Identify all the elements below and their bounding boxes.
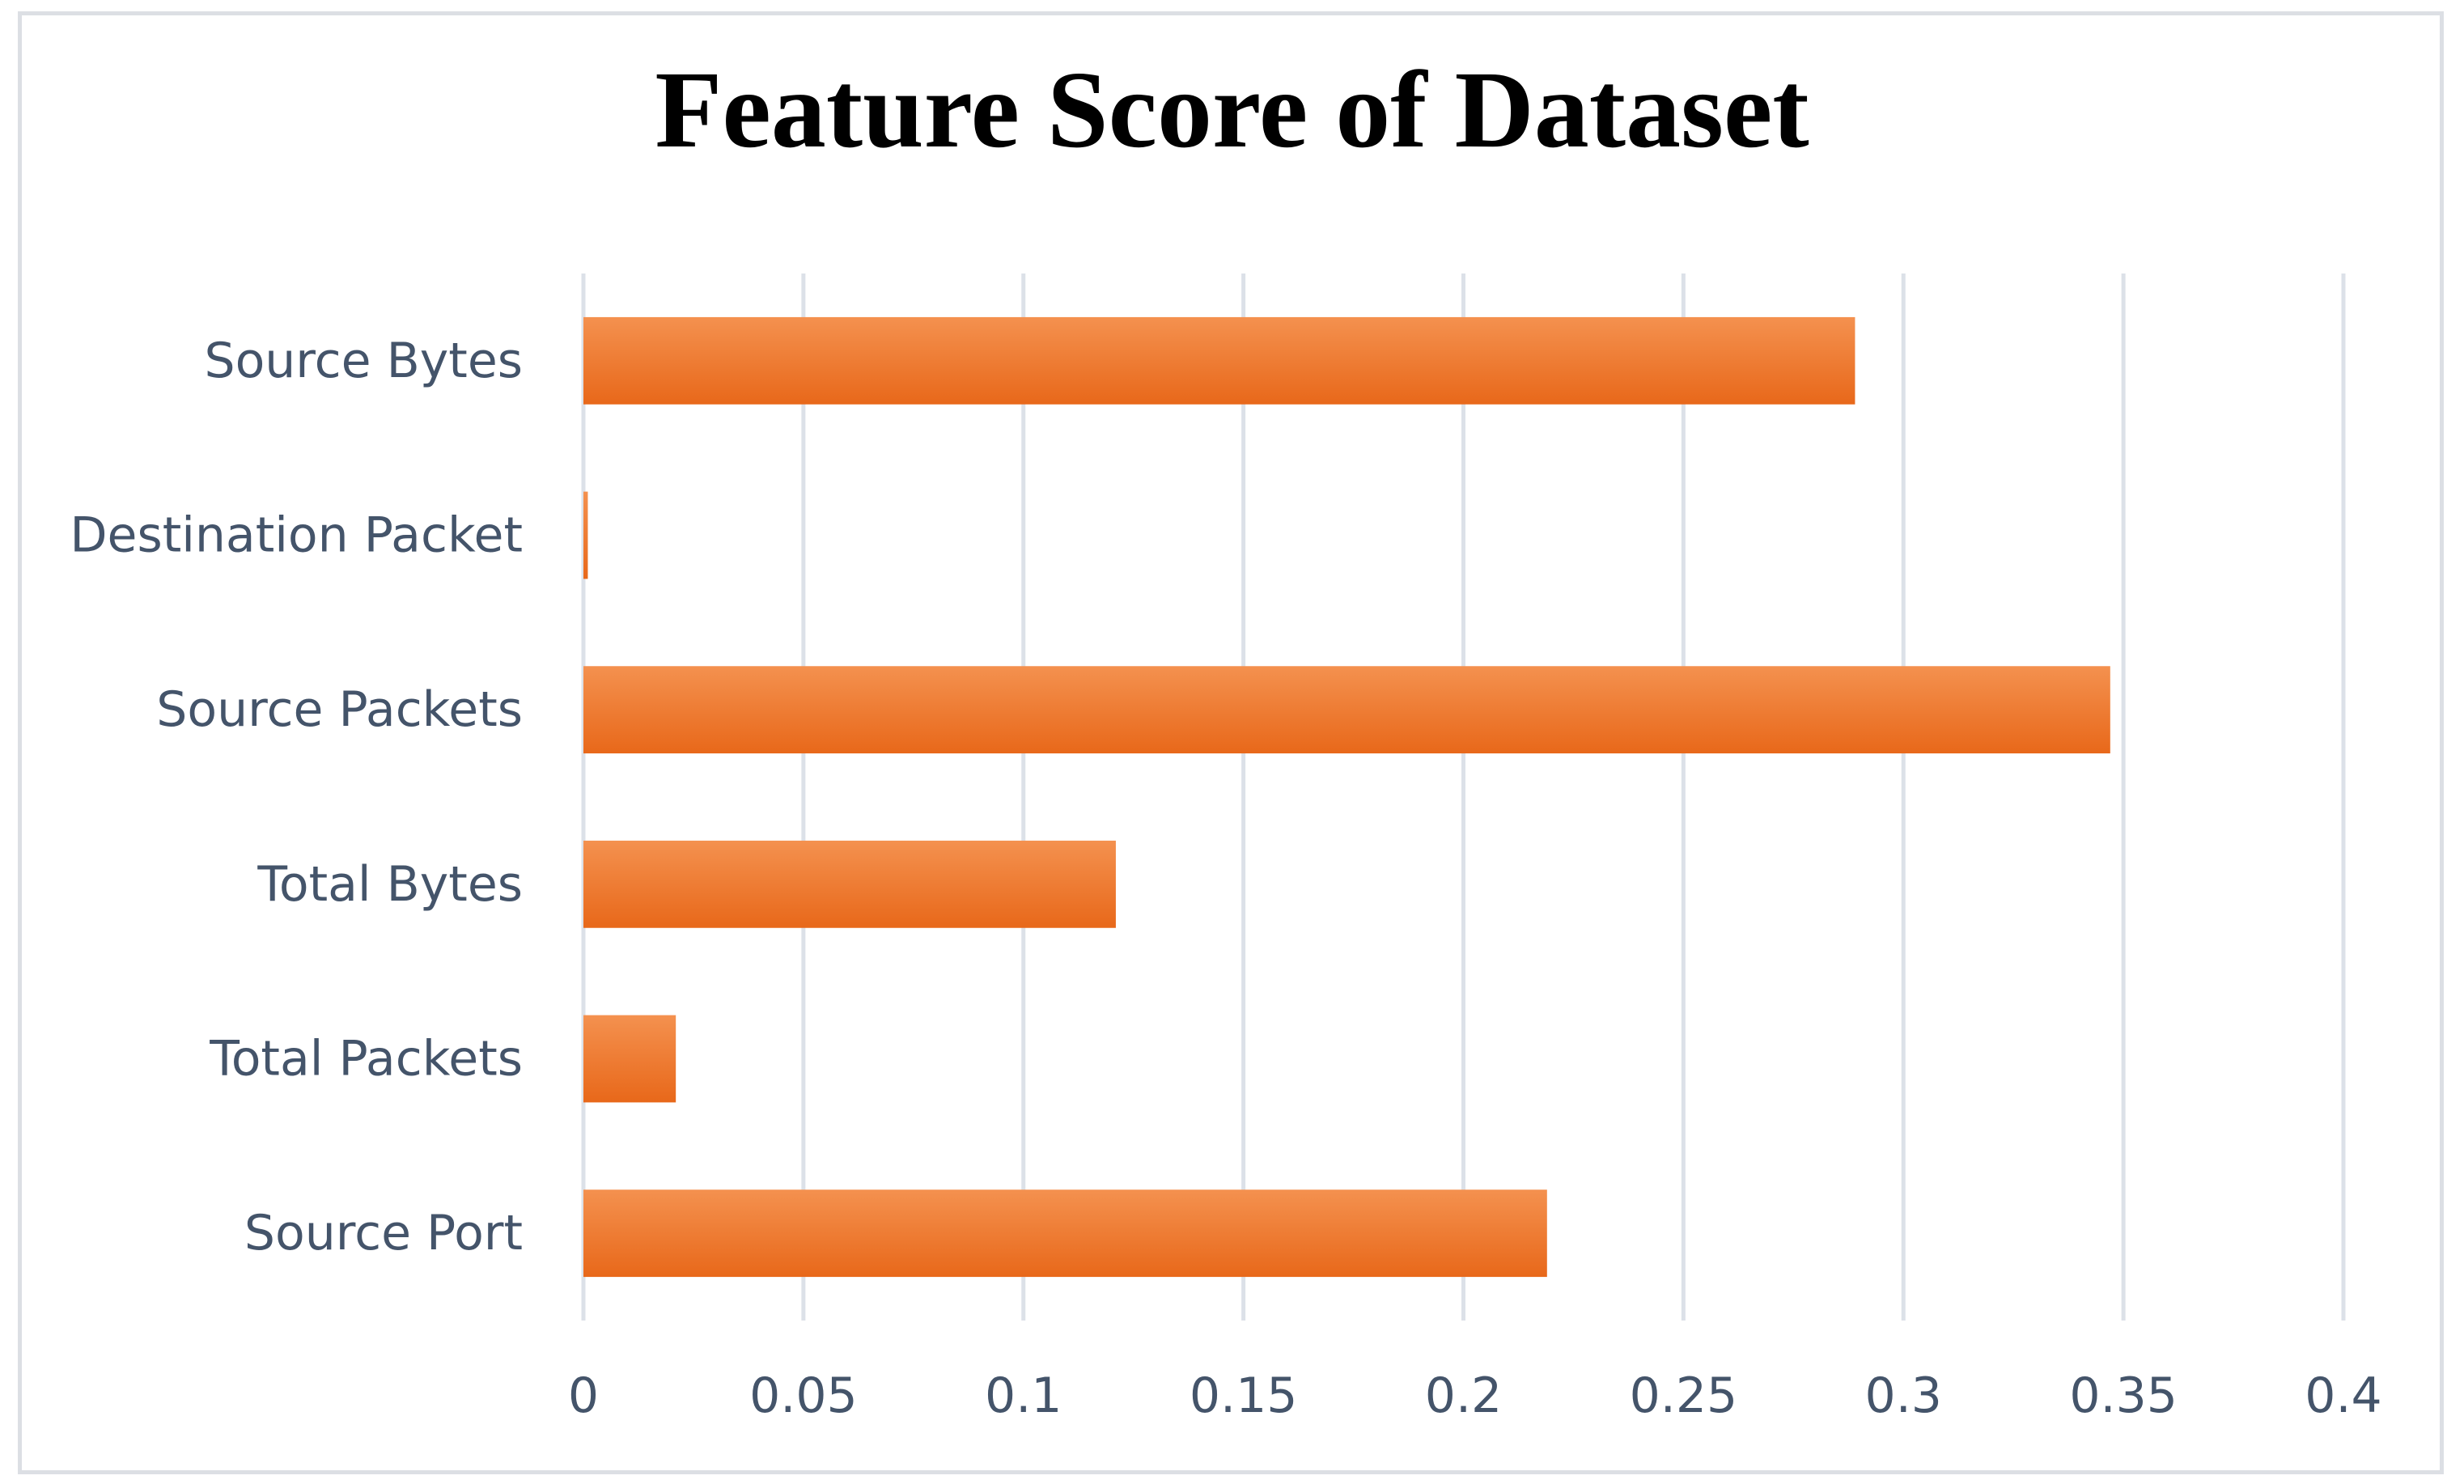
bar	[583, 316, 1855, 405]
bar	[583, 491, 588, 579]
category-label: Destination Packet	[70, 507, 523, 564]
x-tick-label: 0.2	[1425, 1367, 1502, 1424]
x-tick-label: 0	[568, 1367, 599, 1424]
bar	[583, 840, 1116, 928]
gridlines	[581, 273, 2346, 1321]
bar	[583, 1015, 676, 1103]
category-label: Source Bytes	[204, 333, 523, 389]
x-tick-label: 0.4	[2305, 1367, 2381, 1424]
x-tick-label: 0.25	[1630, 1367, 1738, 1424]
category-label: Total Bytes	[257, 856, 523, 913]
category-label: Source Port	[244, 1205, 523, 1261]
x-tick-label: 0.3	[1865, 1367, 1942, 1424]
bars	[583, 316, 2110, 1278]
x-tick-label: 0.15	[1190, 1367, 1298, 1424]
x-tick-label: 0.05	[749, 1367, 858, 1424]
x-tick-label: 0.1	[985, 1367, 1062, 1424]
chart-title: Feature Score of Dataset	[655, 49, 1809, 171]
category-label: Total Packets	[209, 1031, 523, 1088]
category-label: Source Packets	[156, 681, 523, 738]
x-tick-label: 0.35	[2069, 1367, 2178, 1424]
bar	[583, 1189, 1547, 1278]
category-labels: Source Bytes Destination Packet Source Pac…	[70, 333, 523, 1261]
bar	[583, 666, 2110, 754]
x-tick-labels: 0 0.05 0.1 0.15 0.2 0.25 0.3 0.35 0.4	[568, 1367, 2382, 1424]
